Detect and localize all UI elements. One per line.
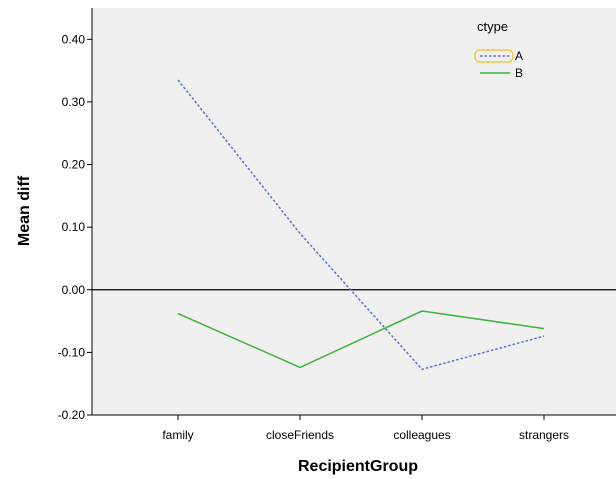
y-tick-label: 0.20 [62,158,86,172]
y-tick-label: -0.10 [58,345,86,359]
x-axis-title: RecipientGroup [298,458,418,475]
x-axis: family closeFriends colleagues strangers [92,414,616,442]
legend-title: ctype [477,19,508,34]
legend-selection-highlight [474,49,514,63]
x-tick-label: colleagues [393,428,450,442]
series-layer [177,79,545,371]
y-tick-label: 0.30 [62,95,86,109]
legend-label-B[interactable]: B [515,66,523,80]
y-axis-title: Mean diff [16,175,33,246]
legend[interactable]: ctype AB [474,19,523,80]
x-tick-label: family [162,428,193,442]
x-tick-label: closeFriends [266,428,334,442]
y-tick-label: 0.00 [62,283,86,297]
y-tick-label: 0.10 [62,220,86,234]
y-tick-label: 0.40 [62,32,86,46]
y-axis: -0.20 -0.10 0.00 0.10 0.20 0.30 0.40 [58,8,93,422]
series-line-B [177,310,545,369]
legend-label-A[interactable]: A [515,49,523,63]
x-tick-label: strangers [519,428,569,442]
y-tick-label: -0.20 [58,408,86,422]
plot-area [92,8,616,415]
series-line-A [177,79,545,371]
